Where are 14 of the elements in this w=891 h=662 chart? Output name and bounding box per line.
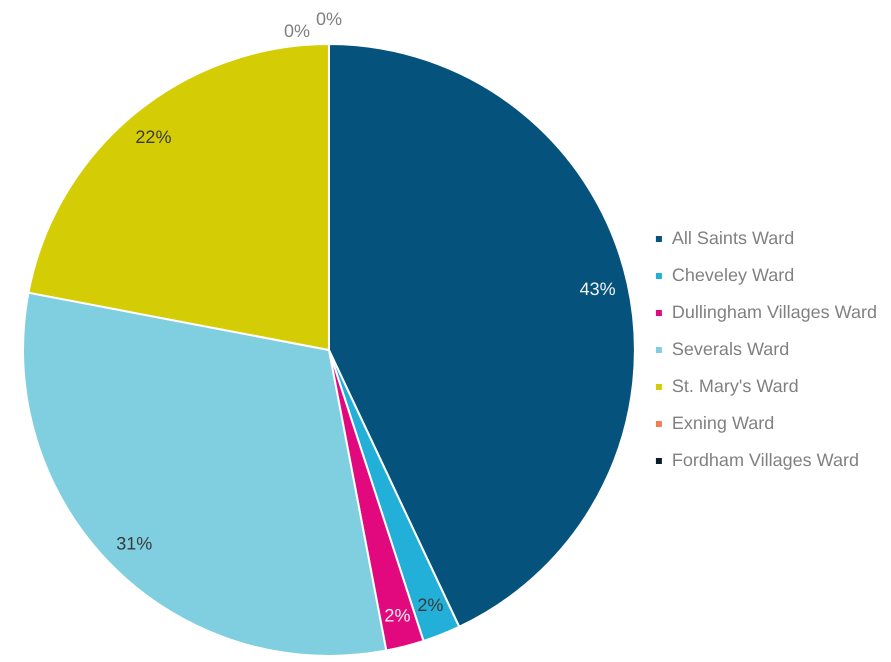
data-label: 2% [384,606,410,626]
text: 0% [316,9,342,30]
legend-label: Dullingham Villages Ward [672,302,877,322]
legend-label: Cheveley Ward [672,264,794,285]
legend-label: Severals Ward [672,338,790,359]
legend-label: St. Mary's Ward [672,376,799,396]
data-label: 22% [135,126,172,147]
data-label: 43% [580,278,616,299]
legend-label: Fordham Villages Ward [672,450,859,470]
legend-label: All Saints Ward [672,228,794,248]
text: 0% [284,21,310,42]
data-label: 31% [116,534,152,554]
legend-label: Exning Ward [672,412,774,433]
data-label: 2% [417,594,444,615]
